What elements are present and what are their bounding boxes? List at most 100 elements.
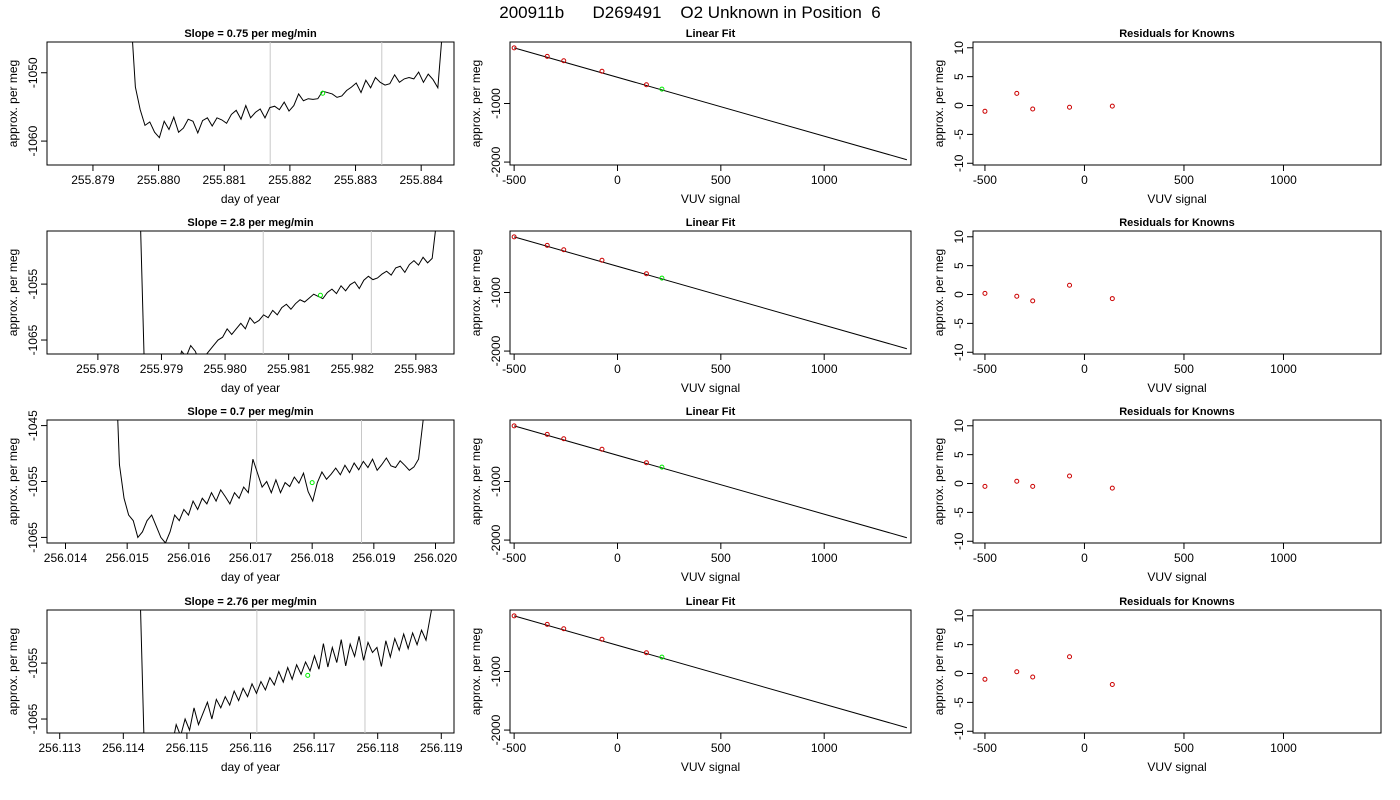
trace-x-tick-label: 256.020 bbox=[414, 551, 458, 565]
fit-x-tick-label: -500 bbox=[502, 173, 526, 187]
fit-line bbox=[513, 425, 908, 539]
resid-x-tick-label: 0 bbox=[1081, 173, 1088, 187]
unknown-point bbox=[659, 275, 665, 281]
resid-x-axis-label: VUV signal bbox=[1147, 192, 1206, 206]
known-point bbox=[561, 436, 567, 442]
trace-x-tick-label: 255.980 bbox=[203, 362, 247, 376]
trace-x-tick-label: 256.118 bbox=[356, 741, 399, 755]
residual-point bbox=[1067, 473, 1073, 479]
trace-x-tick-label: 255.978 bbox=[76, 362, 120, 376]
fit-panel: Linear Fit -500 0 500 1000 -1000 -2000 VUV sign… bbox=[469, 217, 912, 395]
trace-title: Slope = 0.75 per meg/min bbox=[184, 28, 317, 40]
trace-panel: Slope = 2.76 per meg/min 256.113 256.114 25… bbox=[6, 596, 463, 774]
fit-title: Linear Fit bbox=[686, 406, 736, 418]
fit-y-tick-label: -2000 bbox=[489, 714, 503, 745]
trace-x-axis-label: day of year bbox=[221, 192, 280, 206]
trace-x-tick-label: 256.113 bbox=[38, 741, 81, 755]
trace-x-tick-label: 256.017 bbox=[229, 551, 273, 565]
trace-y-axis-label: approx. per meg bbox=[6, 60, 20, 147]
unknown-point bbox=[659, 654, 665, 660]
residual-point bbox=[1030, 483, 1036, 489]
trace-y-axis-label: approx. per meg bbox=[6, 438, 20, 525]
resid-x-tick-label: 500 bbox=[1174, 741, 1194, 755]
known-point bbox=[643, 460, 649, 466]
row-1: Slope = 0.75 per meg/min 255.879 255.880 25… bbox=[6, 28, 1382, 206]
residual-point bbox=[1067, 282, 1073, 288]
residual-point bbox=[1014, 669, 1020, 675]
trace-x-tick-label: 255.979 bbox=[140, 362, 184, 376]
resid-x-tick-label: 0 bbox=[1081, 741, 1088, 755]
fit-y-tick-label: -2000 bbox=[489, 335, 503, 366]
resid-y-tick-label: 10 bbox=[952, 41, 966, 55]
known-point bbox=[511, 423, 517, 429]
fit-y-tick-label: -1000 bbox=[489, 656, 503, 687]
resid-y-tick-label: -10 bbox=[952, 154, 966, 172]
plot-area bbox=[511, 423, 908, 539]
trace-panel: Slope = 2.8 per meg/min 255.978 255.979 255… bbox=[6, 217, 455, 395]
resid-plot-frame bbox=[972, 419, 1382, 544]
trace-y-axis-label: approx. per meg bbox=[6, 628, 20, 715]
trace-x-axis-label: day of year bbox=[221, 760, 280, 774]
fit-x-tick-label: 1000 bbox=[811, 173, 838, 187]
resid-plot-frame bbox=[972, 230, 1382, 355]
plot-area bbox=[982, 473, 1115, 491]
residual-point bbox=[982, 290, 988, 296]
fit-x-tick-label: 0 bbox=[614, 173, 621, 187]
resid-x-tick-label: 0 bbox=[1081, 551, 1088, 565]
known-point bbox=[643, 650, 649, 656]
trace-x-tick-label: 255.880 bbox=[137, 173, 181, 187]
residual-point bbox=[1109, 681, 1115, 687]
residual-panel: Residuals for Knowns -500 0 500 1000 -10 -5 0 5 1… bbox=[932, 28, 1382, 206]
known-point bbox=[544, 431, 550, 437]
trace-panel: Slope = 0.75 per meg/min 255.879 255.880 25… bbox=[6, 28, 455, 206]
resid-x-tick-label: 1000 bbox=[1270, 173, 1297, 187]
trace-x-tick-label: 255.983 bbox=[394, 362, 438, 376]
resid-y-tick-label: 5 bbox=[952, 641, 966, 648]
panel-grid: Slope = 0.75 per meg/min 255.879 255.880 25… bbox=[6, 28, 1382, 774]
trace-x-tick-label: 256.119 bbox=[420, 741, 463, 755]
fit-x-tick-label: 0 bbox=[614, 362, 621, 376]
trace-plot-frame bbox=[46, 609, 455, 734]
trace-plot-frame bbox=[46, 41, 455, 166]
trace-y-tick-label: -1055 bbox=[26, 268, 40, 299]
unknown-point bbox=[659, 86, 665, 92]
fit-title: Linear Fit bbox=[686, 596, 736, 608]
resid-y-tick-label: -5 bbox=[952, 318, 966, 329]
fit-y-axis-label: approx. per meg bbox=[469, 438, 483, 525]
resid-y-tick-label: -5 bbox=[952, 697, 966, 708]
fit-x-axis-label: VUV signal bbox=[681, 760, 740, 774]
known-point bbox=[599, 68, 605, 74]
known-point bbox=[599, 636, 605, 642]
plot-area bbox=[132, 42, 443, 165]
fit-panel: Linear Fit -500 0 500 1000 -1000 -2000 VUV sign… bbox=[469, 28, 912, 206]
known-point bbox=[599, 446, 605, 452]
trace-y-axis-label: approx. per meg bbox=[6, 249, 20, 336]
fit-y-tick-label: -1000 bbox=[489, 88, 503, 119]
fit-title: Linear Fit bbox=[686, 217, 736, 229]
fit-x-tick-label: -500 bbox=[502, 362, 526, 376]
resid-x-tick-label: 1000 bbox=[1270, 741, 1297, 755]
resid-y-tick-label: 5 bbox=[952, 262, 966, 269]
known-point bbox=[561, 58, 567, 64]
fit-x-tick-label: -500 bbox=[502, 551, 526, 565]
trace-x-tick-label: 255.981 bbox=[267, 362, 311, 376]
residual-panel: Residuals for Knowns -500 0 500 1000 -10 -5 0 5 1… bbox=[932, 596, 1382, 774]
resid-y-tick-label: 0 bbox=[952, 102, 966, 109]
residual-point bbox=[1030, 674, 1036, 680]
trace-line bbox=[140, 610, 432, 733]
resid-x-axis-label: VUV signal bbox=[1147, 570, 1206, 584]
resid-y-tick-label: 5 bbox=[952, 451, 966, 458]
known-point bbox=[544, 53, 550, 59]
fit-x-tick-label: 500 bbox=[711, 362, 731, 376]
fit-x-tick-label: 500 bbox=[711, 551, 731, 565]
fit-x-axis-label: VUV signal bbox=[681, 381, 740, 395]
resid-plot-frame bbox=[972, 41, 1382, 166]
known-point bbox=[643, 271, 649, 277]
resid-y-axis-label: approx. per meg bbox=[932, 628, 946, 715]
fit-x-tick-label: 500 bbox=[711, 741, 731, 755]
residual-point bbox=[1067, 654, 1073, 660]
resid-x-axis-label: VUV signal bbox=[1147, 760, 1206, 774]
residual-point bbox=[1109, 296, 1115, 302]
resid-y-tick-label: 10 bbox=[952, 230, 966, 244]
plot-area bbox=[511, 45, 908, 161]
